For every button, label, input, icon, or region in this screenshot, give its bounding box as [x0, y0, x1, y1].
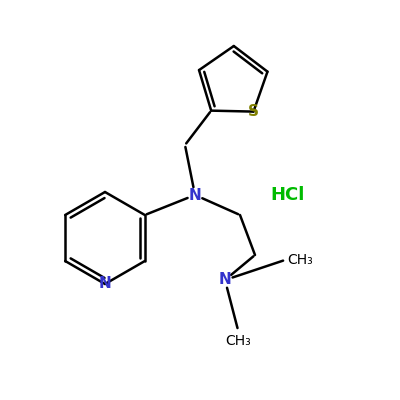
Text: S: S	[248, 104, 259, 119]
Text: N: N	[219, 272, 231, 288]
Text: CH₃: CH₃	[225, 334, 251, 348]
Text: N: N	[99, 276, 111, 292]
Text: N: N	[189, 188, 201, 202]
Text: CH₃: CH₃	[287, 253, 313, 267]
Text: HCl: HCl	[270, 186, 304, 204]
